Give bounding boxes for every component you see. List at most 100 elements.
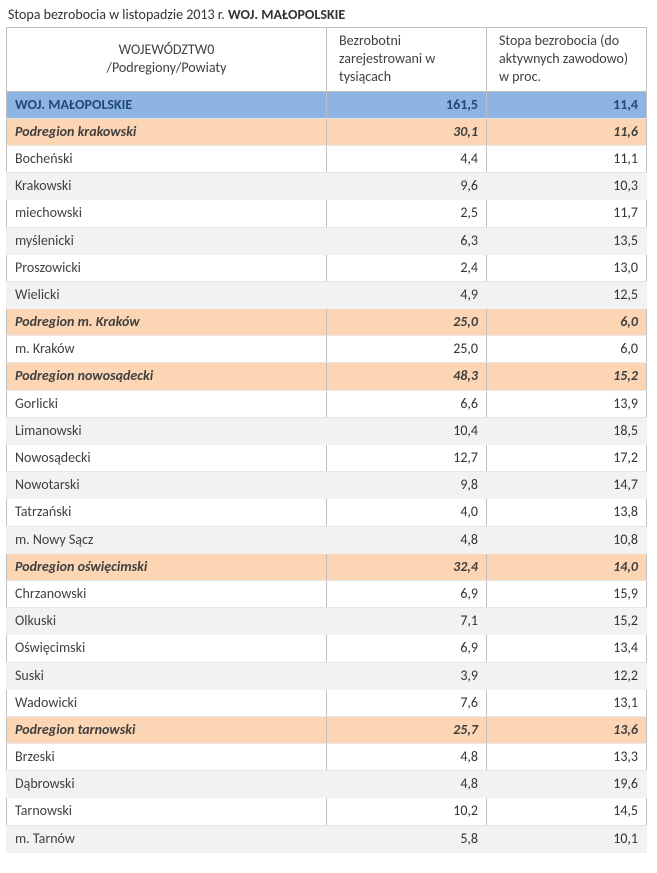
cell-label: Wielicki (7, 281, 327, 308)
cell-rate: 11,7 (487, 200, 647, 227)
col-header-region: WOJEWÓDZTW0 /Podregiony/Powiaty (7, 28, 327, 92)
table-row: Wadowicki7,613,1 (7, 689, 647, 716)
cell-rate: 10,1 (487, 825, 647, 852)
cell-label: Tarnowski (7, 798, 327, 825)
cell-label: Tatrzański (7, 499, 327, 526)
cell-label: Nowotarski (7, 472, 327, 499)
table-row: Brzeski4,813,3 (7, 744, 647, 771)
cell-rate: 13,0 (487, 254, 647, 281)
cell-label: Bocheński (7, 145, 327, 172)
cell-unemployed: 4,8 (327, 526, 487, 553)
cell-rate: 18,5 (487, 417, 647, 444)
cell-rate: 13,1 (487, 689, 647, 716)
cell-unemployed: 4,0 (327, 499, 487, 526)
cell-label: Podregion krakowski (7, 118, 327, 145)
cell-unemployed: 48,3 (327, 363, 487, 390)
table-row: Podregion m. Kraków25,06,0 (7, 309, 647, 336)
cell-label: Brzeski (7, 744, 327, 771)
table-row: Dąbrowski4,819,6 (7, 771, 647, 798)
cell-rate: 10,3 (487, 173, 647, 200)
table-row: Gorlicki6,613,9 (7, 390, 647, 417)
table-row: Tarnowski10,214,5 (7, 798, 647, 825)
cell-rate: 13,9 (487, 390, 647, 417)
table-row: m. Nowy Sącz4,810,8 (7, 526, 647, 553)
cell-rate: 13,5 (487, 227, 647, 254)
cell-label: Dąbrowski (7, 771, 327, 798)
cell-rate: 11,6 (487, 118, 647, 145)
cell-label: Nowosądecki (7, 445, 327, 472)
cell-rate: 13,8 (487, 499, 647, 526)
table-header-row: WOJEWÓDZTW0 /Podregiony/Powiaty Bezrobot… (7, 28, 647, 92)
title-bold: WOJ. MAŁOPOLSKIE (228, 6, 345, 23)
table-row: m. Kraków25,06,0 (7, 336, 647, 363)
table-row: WOJ. MAŁOPOLSKIE161,511,4 (7, 91, 647, 118)
cell-unemployed: 5,8 (327, 825, 487, 852)
cell-unemployed: 2,5 (327, 200, 487, 227)
cell-label: Chrzanowski (7, 580, 327, 607)
cell-label: Podregion oświęcimski (7, 553, 327, 580)
cell-rate: 13,3 (487, 744, 647, 771)
cell-unemployed: 12,7 (327, 445, 487, 472)
table-row: Podregion krakowski30,111,6 (7, 118, 647, 145)
cell-unemployed: 7,1 (327, 608, 487, 635)
table-row: m. Tarnów5,810,1 (7, 825, 647, 852)
cell-unemployed: 161,5 (327, 91, 487, 118)
cell-label: Gorlicki (7, 390, 327, 417)
table-row: Podregion tarnowski25,713,6 (7, 716, 647, 743)
table-row: myślenicki6,313,5 (7, 227, 647, 254)
cell-rate: 15,2 (487, 608, 647, 635)
cell-unemployed: 4,8 (327, 771, 487, 798)
table-row: Limanowski10,418,5 (7, 417, 647, 444)
unemployment-table: WOJEWÓDZTW0 /Podregiony/Powiaty Bezrobot… (6, 27, 647, 853)
table-row: miechowski2,511,7 (7, 200, 647, 227)
cell-label: Proszowicki (7, 254, 327, 281)
cell-unemployed: 7,6 (327, 689, 487, 716)
cell-unemployed: 9,8 (327, 472, 487, 499)
cell-unemployed: 4,8 (327, 744, 487, 771)
cell-label: miechowski (7, 200, 327, 227)
cell-rate: 12,5 (487, 281, 647, 308)
cell-label: Podregion nowosądecki (7, 363, 327, 390)
table-row: Podregion nowosądecki48,315,2 (7, 363, 647, 390)
cell-rate: 17,2 (487, 445, 647, 472)
cell-label: Krakowski (7, 173, 327, 200)
cell-rate: 15,2 (487, 363, 647, 390)
cell-rate: 15,9 (487, 580, 647, 607)
cell-unemployed: 6,3 (327, 227, 487, 254)
cell-label: myślenicki (7, 227, 327, 254)
table-row: Suski3,912,2 (7, 662, 647, 689)
cell-unemployed: 4,4 (327, 145, 487, 172)
cell-unemployed: 32,4 (327, 553, 487, 580)
cell-label: m. Tarnów (7, 825, 327, 852)
cell-label: Wadowicki (7, 689, 327, 716)
cell-label: m. Kraków (7, 336, 327, 363)
table-row: Nowosądecki12,717,2 (7, 445, 647, 472)
cell-rate: 14,7 (487, 472, 647, 499)
table-row: Tatrzański4,013,8 (7, 499, 647, 526)
cell-unemployed: 25,7 (327, 716, 487, 743)
cell-unemployed: 6,6 (327, 390, 487, 417)
cell-label: m. Nowy Sącz (7, 526, 327, 553)
cell-label: Oświęcimski (7, 635, 327, 662)
cell-label: Olkuski (7, 608, 327, 635)
cell-unemployed: 9,6 (327, 173, 487, 200)
table-row: Chrzanowski6,915,9 (7, 580, 647, 607)
page-title: Stopa bezrobocia w listopadzie 2013 r. W… (8, 6, 651, 23)
table-row: Proszowicki2,413,0 (7, 254, 647, 281)
cell-rate: 6,0 (487, 309, 647, 336)
cell-rate: 14,0 (487, 553, 647, 580)
col-header-unemployed: Bezrobotni zarejestrowani w tysiącach (327, 28, 487, 92)
table-row: Nowotarski9,814,7 (7, 472, 647, 499)
cell-rate: 12,2 (487, 662, 647, 689)
cell-unemployed: 6,9 (327, 580, 487, 607)
cell-unemployed: 3,9 (327, 662, 487, 689)
cell-rate: 13,6 (487, 716, 647, 743)
table-row: Podregion oświęcimski32,414,0 (7, 553, 647, 580)
cell-unemployed: 25,0 (327, 309, 487, 336)
cell-label: Podregion m. Kraków (7, 309, 327, 336)
cell-rate: 13,4 (487, 635, 647, 662)
cell-label: Suski (7, 662, 327, 689)
table-row: Olkuski7,115,2 (7, 608, 647, 635)
col-header-rate: Stopa bezrobocia (do aktywnych zawodowo)… (487, 28, 647, 92)
cell-rate: 11,1 (487, 145, 647, 172)
